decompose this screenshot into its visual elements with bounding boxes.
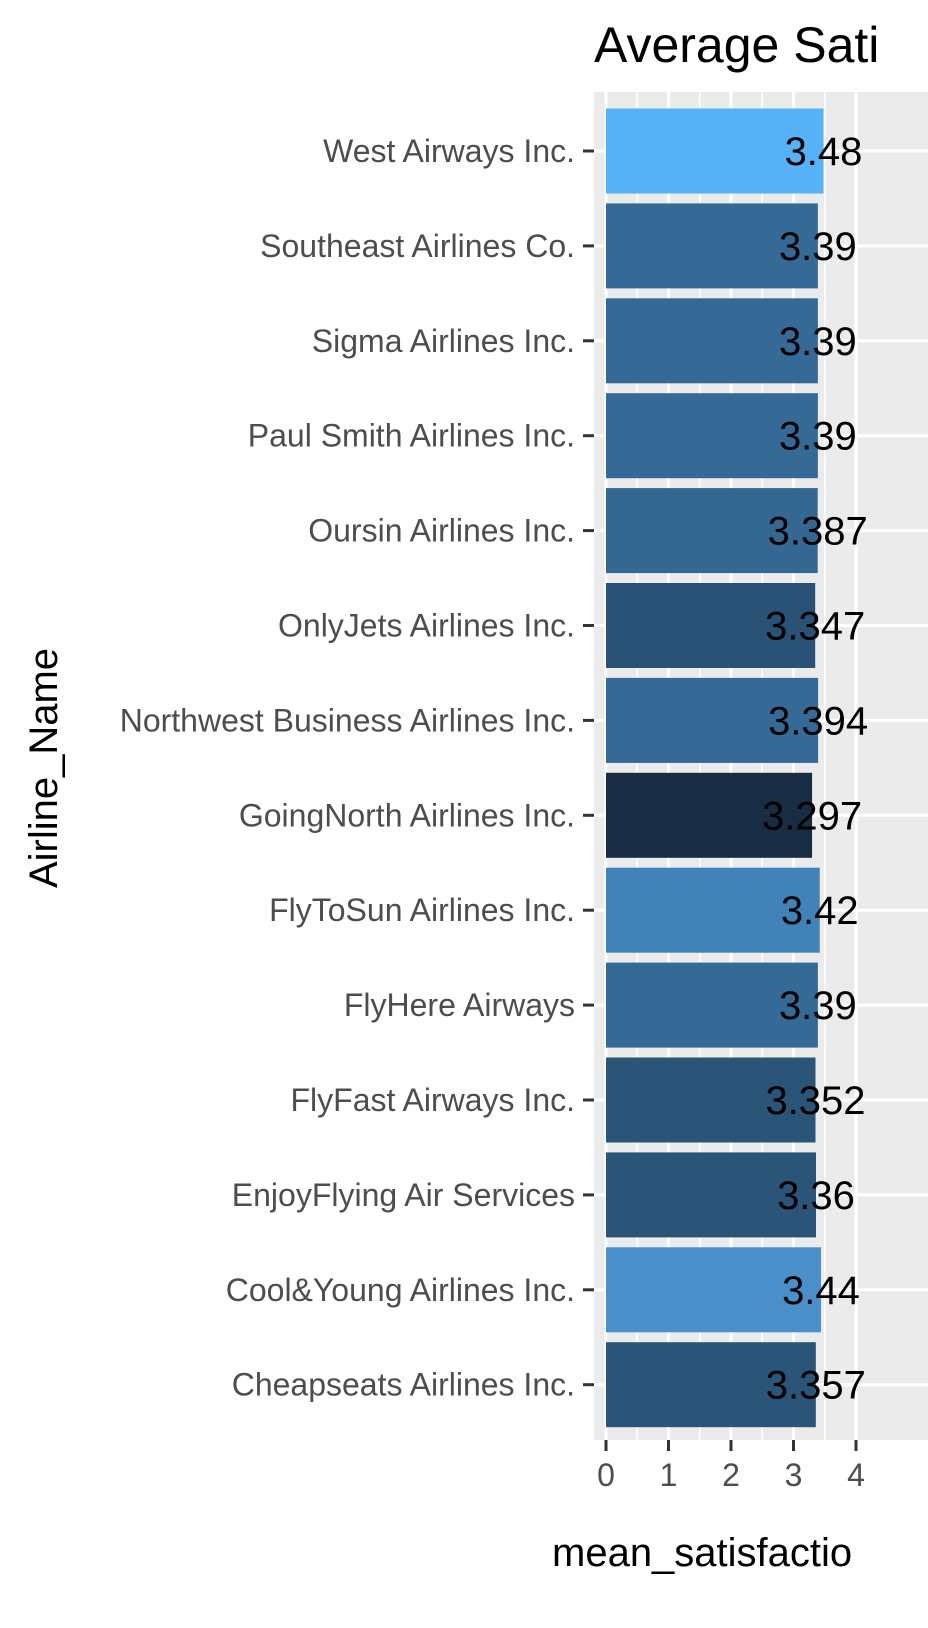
plot-panel <box>594 92 928 1440</box>
category-label: Northwest Business Airlines Inc. <box>120 702 575 738</box>
x-tick-label: 3 <box>785 1457 803 1493</box>
data-label: 3.39 <box>779 320 857 364</box>
category-label: Sigma Airlines Inc. <box>312 323 575 359</box>
x-tick-label: 1 <box>660 1457 678 1493</box>
bar <box>606 298 818 384</box>
y-axis-labels: West Airways Inc. Southeast Airlines Co. S… <box>120 133 594 1403</box>
category-label: Cheapseats Airlines Inc. <box>232 1367 575 1403</box>
bar <box>606 1152 816 1238</box>
category-label: EnjoyFlying Air Services <box>232 1177 575 1213</box>
category-label: GoingNorth Airlines Inc. <box>239 797 575 833</box>
category-label: FlyHere Airways <box>344 987 575 1023</box>
bar <box>606 677 819 763</box>
data-label: 3.39 <box>779 984 857 1028</box>
x-axis-title: mean_satisfactio <box>552 1531 852 1575</box>
bar <box>606 583 816 668</box>
data-label: 3.44 <box>782 1269 860 1313</box>
category-label: OnlyJets Airlines Inc. <box>278 608 575 644</box>
bar <box>606 1247 821 1333</box>
category-label: Oursin Airlines Inc. <box>308 513 575 549</box>
category-label: FlyToSun Airlines Inc. <box>269 892 575 928</box>
x-tick-label: 2 <box>722 1457 740 1493</box>
bar <box>606 1342 816 1428</box>
chart-title: Average Sati <box>594 17 879 73</box>
bar <box>606 203 818 289</box>
data-label: 3.39 <box>779 225 857 269</box>
category-label: Cool&Young Airlines Inc. <box>226 1272 575 1308</box>
data-label: 3.387 <box>768 510 868 554</box>
bar <box>606 488 818 574</box>
category-label: FlyFast Airways Inc. <box>291 1082 576 1118</box>
data-label: 3.347 <box>765 605 865 649</box>
bar <box>606 1057 816 1143</box>
data-label: 3.39 <box>779 415 857 459</box>
data-label: 3.42 <box>781 889 859 933</box>
data-label: 3.36 <box>777 1174 855 1218</box>
x-axis-ticks: 0 1 2 3 4 <box>597 1440 865 1493</box>
bar <box>606 393 818 479</box>
data-label: 3.297 <box>762 794 862 838</box>
data-label: 3.48 <box>785 130 863 174</box>
bar <box>606 962 818 1048</box>
data-label: 3.352 <box>765 1079 865 1123</box>
category-label: West Airways Inc. <box>323 133 575 169</box>
bars: 3.48 3.39 3.39 3.39 3.387 3.347 3.394 3.297 3.42… <box>606 108 868 1428</box>
data-label: 3.357 <box>766 1364 866 1408</box>
x-tick-label: 0 <box>597 1457 615 1493</box>
bar <box>606 772 813 858</box>
category-label: Paul Smith Airlines Inc. <box>248 418 575 454</box>
x-tick-label: 4 <box>847 1457 865 1493</box>
data-label: 3.394 <box>768 699 868 743</box>
bar <box>606 867 820 953</box>
y-axis-title: Airline_Name <box>22 648 66 888</box>
bar <box>606 108 824 194</box>
category-label: Southeast Airlines Co. <box>260 228 575 264</box>
